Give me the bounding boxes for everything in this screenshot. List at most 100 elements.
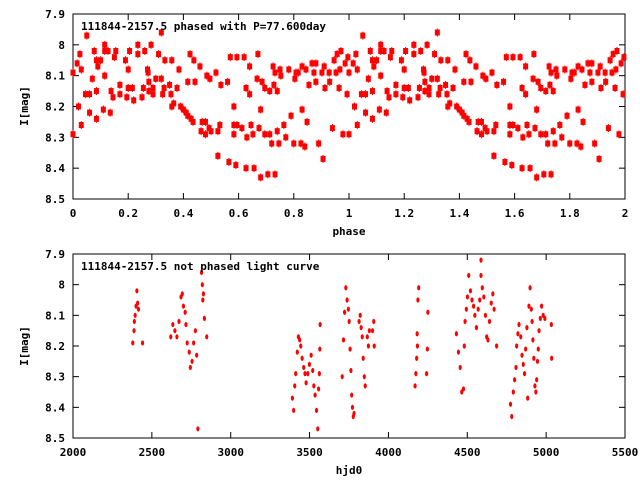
data-point [535,358,540,364]
x-tick-label: 0 [70,207,77,220]
data-point [532,355,536,361]
x-axis-label: hjd0 [336,464,363,477]
data-point [185,340,189,346]
data-point [318,346,322,352]
data-point [359,325,363,331]
data-point [350,404,355,410]
data-point [458,364,462,371]
data-point [515,343,519,349]
data-point [350,392,354,398]
data-point [294,371,298,377]
x-axis-label: phase [332,225,365,238]
data-point [495,343,499,349]
data-point [316,386,321,392]
data-point [426,309,430,315]
data-point [479,257,483,263]
data-point [524,346,528,352]
x-tick-label: 4500 [454,446,481,459]
data-point [345,297,349,303]
x-tick-label: 1.6 [505,207,525,220]
data-point [522,371,527,377]
data-point [298,337,302,343]
data-point [530,318,534,325]
y-tick-label: 8.1 [45,309,65,322]
data-point [318,321,322,328]
y-tick-label: 8.5 [45,432,65,445]
data-point [184,321,188,328]
x-tick-label: 1.4 [449,207,469,220]
y-tick-label: 8.4 [45,162,65,175]
x-tick-label: 5000 [533,446,560,459]
data-point [344,285,348,291]
data-point [478,297,482,303]
data-point [195,352,199,358]
y-tick-label: 8.4 [45,401,65,414]
data-point [516,331,520,337]
data-point [180,291,184,297]
data-point [483,312,488,318]
data-point [508,401,513,407]
data-point [487,318,492,325]
x-tick-label: 0.8 [284,207,304,220]
data-point [361,355,365,361]
data-point [471,303,476,309]
data-point [424,371,429,377]
data-point [317,371,321,377]
data-point [314,407,319,413]
data-point [510,413,514,420]
unphased-light-curve-plot: 2000 2500 3000 3500 4000 4500 5000 5500 7.9 8 8.1 8… [18,248,638,477]
data-point [372,318,376,325]
data-point [187,349,191,355]
data-point [491,291,495,297]
data-point [181,303,185,309]
data-point [467,272,471,279]
plot-frame [72,13,626,200]
y-axis-label: I[mag] [18,326,31,366]
data-point [476,306,480,312]
plot-frame [72,253,626,439]
data-point [517,321,521,328]
data-point [307,361,312,367]
data-point [201,297,205,303]
data-point [520,352,524,358]
data-point [468,288,473,294]
data-point [132,318,136,325]
data-point [136,300,140,306]
data-point [135,288,139,294]
data-point [533,383,537,389]
data-point [454,331,459,337]
data-point [415,355,419,361]
data-point [169,334,173,340]
data-point [346,306,350,312]
plot-title: 111844-2157.5 not phased light curve [81,260,320,273]
data-point [529,306,533,312]
data-point [292,407,296,413]
data-point [525,325,529,331]
data-point [464,306,468,312]
data-point [309,352,313,358]
data-point [362,374,366,380]
x-tick-label: 0.4 [173,207,193,220]
data-point [295,349,299,355]
data-point [205,334,209,340]
x-tick-label: 2500 [139,446,166,459]
data-point [550,355,554,361]
data-point [177,318,181,325]
data-point [347,318,351,325]
data-point [479,272,483,279]
data-point [302,364,306,371]
data-point [190,358,194,364]
data-point [193,328,197,334]
data-point [188,364,192,371]
y-tick-label: 8.2 [45,101,65,114]
data-point [534,389,538,395]
x-tick-label: 1.2 [394,207,414,220]
data-point [486,337,490,343]
data-point [456,349,461,355]
data-point [202,315,206,321]
data-point [365,334,369,340]
x-tick-label: 5500 [612,446,639,459]
data-point [341,337,346,343]
y-tick-label: 8.3 [45,131,65,144]
